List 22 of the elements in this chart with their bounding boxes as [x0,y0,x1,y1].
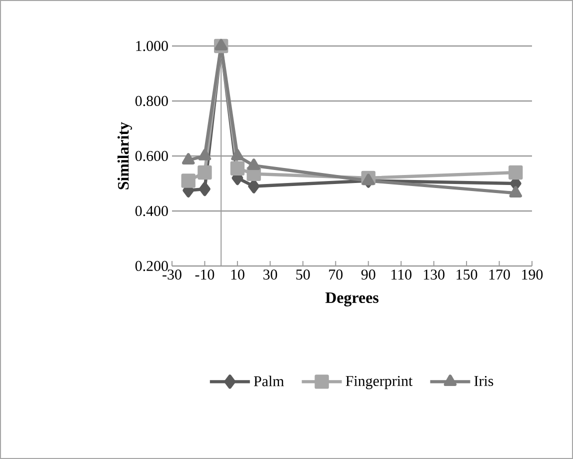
y-axis-title: Similarity [118,122,132,190]
legend-label: Fingerprint [346,376,413,390]
x-axis-title: Degrees [325,292,378,306]
y-tick-label: 0.400 [135,206,168,216]
y-tick-label: 0.800 [135,96,168,106]
x-tick-label: 10 [231,270,244,280]
x-tick-label: 110 [391,270,412,280]
x-tick-label: 90 [361,270,376,280]
x-tick-label: 150 [456,270,478,280]
x-tick-label: 130 [424,270,444,280]
legend-label: Iris [474,376,494,386]
x-tick-label: 70 [329,270,343,280]
x-tick-label: 170 [489,270,510,280]
x-tick-label: 190 [522,270,543,280]
y-tick-label: 1.000 [136,40,168,52]
x-tick-label: -30 [162,270,182,280]
y-tick-label: 0.600 [135,150,168,162]
x-tick-label: -10 [195,270,214,280]
legend-label: Palm [254,376,284,386]
y-tick-label: 0.200 [135,260,168,272]
x-tick-label: 50 [296,270,310,280]
x-tick-label: 30 [263,270,278,280]
